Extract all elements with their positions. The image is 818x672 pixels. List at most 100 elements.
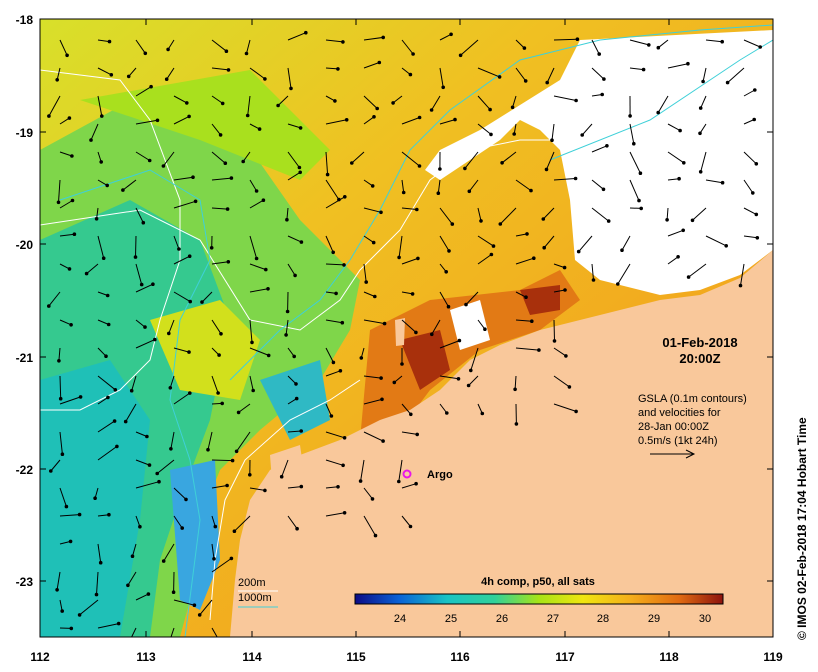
- velocity-arrow: [128, 67, 137, 77]
- velocity-arrow-head: [69, 323, 73, 327]
- velocity-arrow: [79, 599, 99, 616]
- velocity-arrow: [439, 119, 456, 125]
- velocity-arrow-head: [146, 592, 151, 596]
- velocity-arrow: [97, 347, 107, 357]
- velocity-arrow: [199, 599, 213, 616]
- velocity-arrow-head: [698, 106, 703, 110]
- contour-1000m-a: [59, 169, 211, 637]
- velocity-arrow-head: [153, 337, 157, 342]
- velocity-arrow-head: [276, 103, 280, 108]
- velocity-arrow-head: [429, 108, 434, 112]
- velocity-arrow-head: [72, 232, 77, 236]
- velocity-arrow: [97, 445, 118, 461]
- velocity-arrow: [667, 123, 681, 132]
- velocity-arrow-head: [298, 126, 303, 130]
- velocity-arrow-head: [299, 240, 304, 244]
- velocity-arrow-head: [510, 105, 515, 110]
- velocity-arrow: [58, 179, 61, 203]
- velocity-arrow-head: [370, 497, 375, 501]
- velocity-arrow-head: [371, 240, 376, 245]
- velocity-arrow: [135, 515, 141, 527]
- velocity-arrow-head: [60, 609, 65, 613]
- velocity-arrow-head: [224, 49, 229, 54]
- velocity-arrow: [249, 263, 266, 271]
- velocity-arrow-head: [192, 603, 197, 608]
- velocity-arrow: [59, 431, 63, 455]
- velocity-arrow: [59, 151, 73, 157]
- velocity-arrow: [211, 319, 222, 335]
- map-area: [40, 19, 773, 637]
- velocity-arrow: [431, 319, 441, 335]
- velocity-arrow: [401, 39, 414, 55]
- velocity-arrow: [325, 459, 344, 466]
- velocity-arrow: [477, 95, 491, 110]
- velocity-arrow: [173, 392, 191, 405]
- small-island: [395, 318, 405, 346]
- velocity-arrow: [401, 257, 419, 265]
- velocity-arrow: [591, 39, 600, 55]
- velocity-arrow: [666, 207, 669, 220]
- lat-tick: -19: [16, 126, 34, 140]
- velocity-arrow-head: [720, 39, 725, 44]
- velocity-arrow-head: [289, 86, 293, 91]
- velocity-arrow-head: [447, 249, 451, 253]
- velocity-arrow: [59, 514, 80, 517]
- velocity-arrow: [667, 256, 679, 265]
- velocity-arrow: [173, 235, 180, 250]
- velocity-arrow-head: [542, 245, 547, 250]
- legend-1000m-label: 1000m: [238, 592, 272, 604]
- velocity-arrow-head: [364, 280, 369, 284]
- velocity-arrow-head: [68, 539, 73, 544]
- lon-tick: 119: [763, 650, 783, 664]
- velocity-arrow: [135, 235, 137, 258]
- velocity-arrow-head: [489, 132, 493, 137]
- velocity-arrow-head: [414, 330, 418, 335]
- velocity-arrow-head: [438, 167, 442, 171]
- velocity-arrow-head: [295, 526, 299, 531]
- velocity-arrow-head: [133, 255, 138, 259]
- velocity-arrow-head: [620, 248, 624, 252]
- velocity-arrow: [249, 319, 253, 343]
- velocity-arrow: [363, 515, 376, 536]
- velocity-arrow-head: [513, 387, 517, 392]
- velocity-arrow: [122, 179, 137, 191]
- velocity-arrow-head: [480, 411, 485, 416]
- velocity-arrow-head: [488, 107, 492, 112]
- velocity-arrow: [468, 375, 479, 386]
- land-mass: [230, 250, 773, 637]
- velocity-arrow-head: [632, 141, 636, 146]
- velocity-arrow-head: [491, 244, 496, 248]
- velocity-arrow: [667, 229, 684, 237]
- velocity-arrow-head: [333, 99, 337, 103]
- velocity-arrow: [211, 39, 227, 52]
- velocity-arrow: [363, 263, 367, 283]
- velocity-arrow-head: [373, 533, 378, 538]
- velocity-arrow-head: [129, 636, 132, 637]
- velocity-arrow-head: [382, 321, 387, 326]
- velocity-arrow-head: [70, 154, 74, 158]
- velocity-arrow: [325, 319, 343, 324]
- velocity-arrow-head: [143, 325, 147, 329]
- island: [270, 445, 305, 520]
- velocity-arrow-head: [574, 98, 578, 103]
- velocity-arrow-head: [139, 282, 144, 287]
- velocity-arrow-head: [106, 322, 111, 327]
- velocity-arrow: [135, 283, 154, 293]
- velocity-arrow-head: [444, 270, 449, 274]
- velocity-arrow: [236, 431, 251, 452]
- velocity-arrow: [743, 39, 761, 48]
- velocity-arrow-head: [575, 37, 580, 42]
- longitude-ticks: 112 113 114 115 116 117 118 119: [30, 650, 783, 664]
- velocity-arrow: [363, 431, 384, 442]
- velocity-arrow-head: [167, 331, 171, 336]
- velocity-arrow-head: [656, 110, 661, 115]
- velocity-arrow-head: [755, 236, 760, 240]
- lon-tick: 116: [450, 650, 470, 664]
- velocity-arrow-head: [67, 267, 72, 271]
- velocity-arrow: [325, 347, 334, 363]
- gsla-note-line: GSLA (0.1m contours): [638, 393, 747, 405]
- colorbar-tick: 24: [394, 613, 406, 625]
- velocity-arrow-head: [245, 113, 250, 118]
- velocity-arrow-head: [266, 353, 271, 358]
- velocity-arrow-head: [605, 144, 609, 148]
